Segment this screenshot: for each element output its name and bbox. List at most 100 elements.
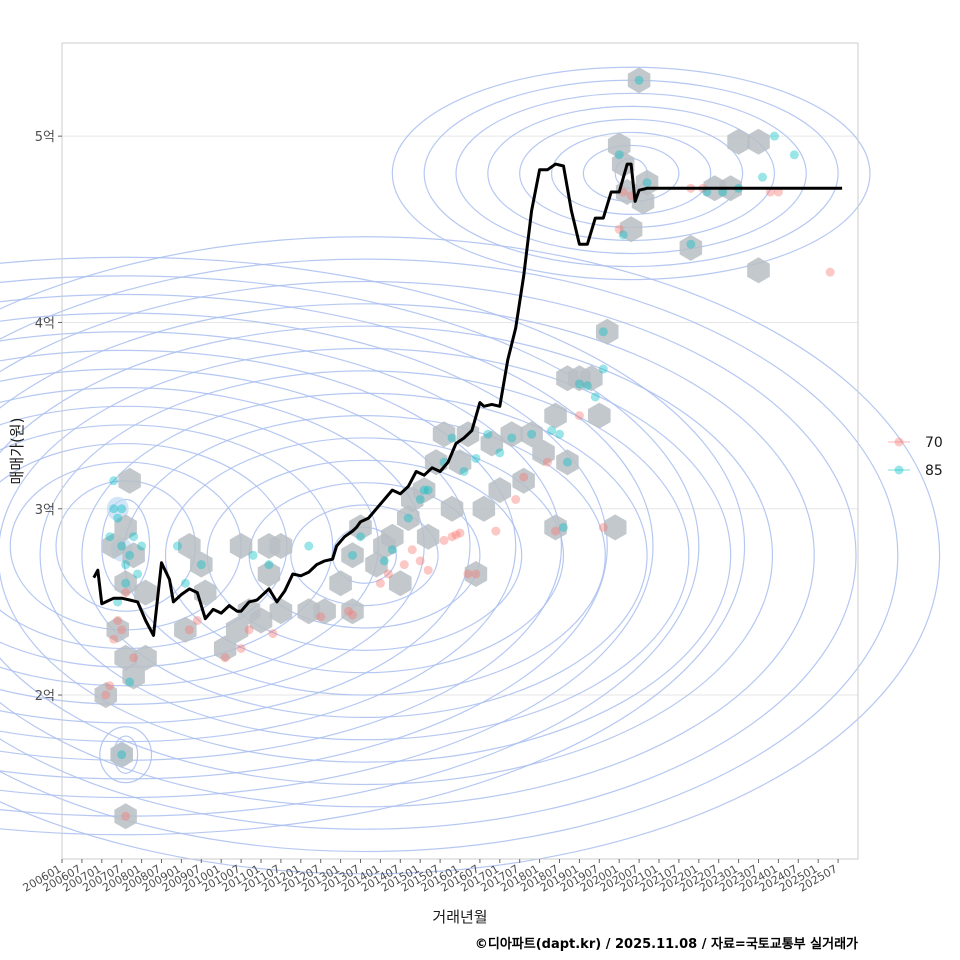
point-85[interactable]	[471, 453, 481, 463]
point-85[interactable]	[117, 750, 127, 760]
point-85[interactable]	[598, 364, 608, 374]
point-70[interactable]	[415, 556, 425, 566]
point-85[interactable]	[634, 75, 644, 85]
point-70[interactable]	[105, 681, 115, 691]
point-85[interactable]	[109, 476, 119, 486]
point-85[interactable]	[590, 392, 600, 402]
point-85[interactable]	[598, 327, 608, 337]
point-70[interactable]	[316, 612, 326, 622]
point-70[interactable]	[551, 526, 561, 536]
point-85[interactable]	[117, 541, 127, 551]
point-70[interactable]	[455, 528, 465, 538]
point-70[interactable]	[439, 535, 449, 545]
point-70[interactable]	[423, 565, 433, 575]
point-70[interactable]	[598, 522, 608, 532]
point-70[interactable]	[614, 224, 624, 234]
point-85[interactable]	[121, 560, 131, 570]
point-70[interactable]	[471, 569, 481, 579]
point-85[interactable]	[125, 677, 135, 687]
point-70[interactable]	[344, 606, 354, 616]
point-85[interactable]	[137, 541, 147, 551]
point-70[interactable]	[117, 625, 127, 635]
point-70[interactable]	[121, 588, 131, 598]
point-85[interactable]	[618, 230, 628, 240]
point-85[interactable]	[757, 172, 767, 182]
point-85[interactable]	[113, 513, 123, 523]
point-70[interactable]	[236, 643, 246, 653]
point-70[interactable]	[574, 411, 584, 421]
point-70[interactable]	[121, 811, 131, 821]
hexbin	[679, 234, 703, 261]
point-85[interactable]	[133, 569, 143, 579]
density-contour	[164, 437, 565, 674]
point-85[interactable]	[387, 545, 397, 555]
point-70[interactable]	[101, 690, 111, 700]
point-70[interactable]	[491, 526, 501, 536]
point-85[interactable]	[304, 541, 314, 551]
point-85[interactable]	[403, 513, 413, 523]
point-70[interactable]	[383, 569, 393, 579]
point-85[interactable]	[415, 494, 425, 504]
hexbin	[580, 365, 603, 392]
point-85[interactable]	[789, 150, 799, 160]
point-70[interactable]	[451, 530, 461, 540]
point-85[interactable]	[379, 556, 389, 566]
point-70[interactable]	[268, 629, 278, 639]
point-85[interactable]	[642, 178, 652, 188]
point-85[interactable]	[555, 429, 564, 439]
point-85[interactable]	[180, 578, 190, 588]
point-70[interactable]	[463, 569, 473, 579]
point-70[interactable]	[192, 616, 202, 626]
density-contour	[0, 236, 941, 875]
point-85[interactable]	[419, 485, 429, 495]
point-85[interactable]	[558, 522, 568, 532]
point-85[interactable]	[527, 429, 537, 439]
point-70[interactable]	[129, 653, 139, 663]
point-85[interactable]	[582, 381, 592, 391]
point-70[interactable]	[184, 625, 194, 635]
point-85[interactable]	[562, 457, 572, 467]
point-70[interactable]	[220, 653, 230, 663]
point-70[interactable]	[244, 625, 254, 635]
point-85[interactable]	[121, 578, 131, 588]
point-85[interactable]	[495, 448, 505, 458]
point-70[interactable]	[399, 560, 409, 570]
point-85[interactable]	[264, 560, 274, 570]
point-70[interactable]	[825, 267, 835, 277]
hexbin	[607, 132, 631, 159]
legend-item-85[interactable]: 85	[888, 463, 943, 479]
point-70[interactable]	[543, 457, 553, 467]
point-85[interactable]	[686, 239, 696, 249]
point-85[interactable]	[574, 379, 584, 389]
point-85[interactable]	[125, 550, 135, 560]
point-70[interactable]	[113, 616, 123, 626]
density-contour	[455, 92, 807, 255]
point-85[interactable]	[172, 541, 182, 551]
point-70[interactable]	[407, 545, 417, 555]
point-85[interactable]	[547, 426, 557, 436]
point-85[interactable]	[348, 550, 358, 560]
point-85[interactable]	[614, 150, 624, 160]
point-85[interactable]	[129, 532, 139, 542]
point-85[interactable]	[109, 504, 119, 514]
hexbin	[114, 644, 137, 671]
point-85[interactable]	[459, 466, 469, 476]
point-85[interactable]	[423, 485, 433, 495]
point-70[interactable]	[375, 578, 385, 588]
point-85[interactable]	[117, 504, 127, 514]
hexbin	[619, 216, 643, 243]
point-85[interactable]	[507, 433, 517, 443]
point-70[interactable]	[447, 532, 457, 542]
point-85[interactable]	[248, 550, 258, 560]
point-85[interactable]	[196, 560, 206, 570]
point-85[interactable]	[769, 131, 779, 141]
legend-item-70[interactable]: 70	[888, 435, 943, 451]
point-70[interactable]	[109, 634, 119, 644]
point-85[interactable]	[356, 532, 365, 542]
point-85[interactable]	[105, 532, 115, 542]
point-85[interactable]	[483, 429, 493, 439]
point-70[interactable]	[519, 472, 529, 482]
point-70[interactable]	[511, 494, 521, 504]
point-70[interactable]	[348, 610, 358, 620]
point-85[interactable]	[447, 433, 457, 443]
